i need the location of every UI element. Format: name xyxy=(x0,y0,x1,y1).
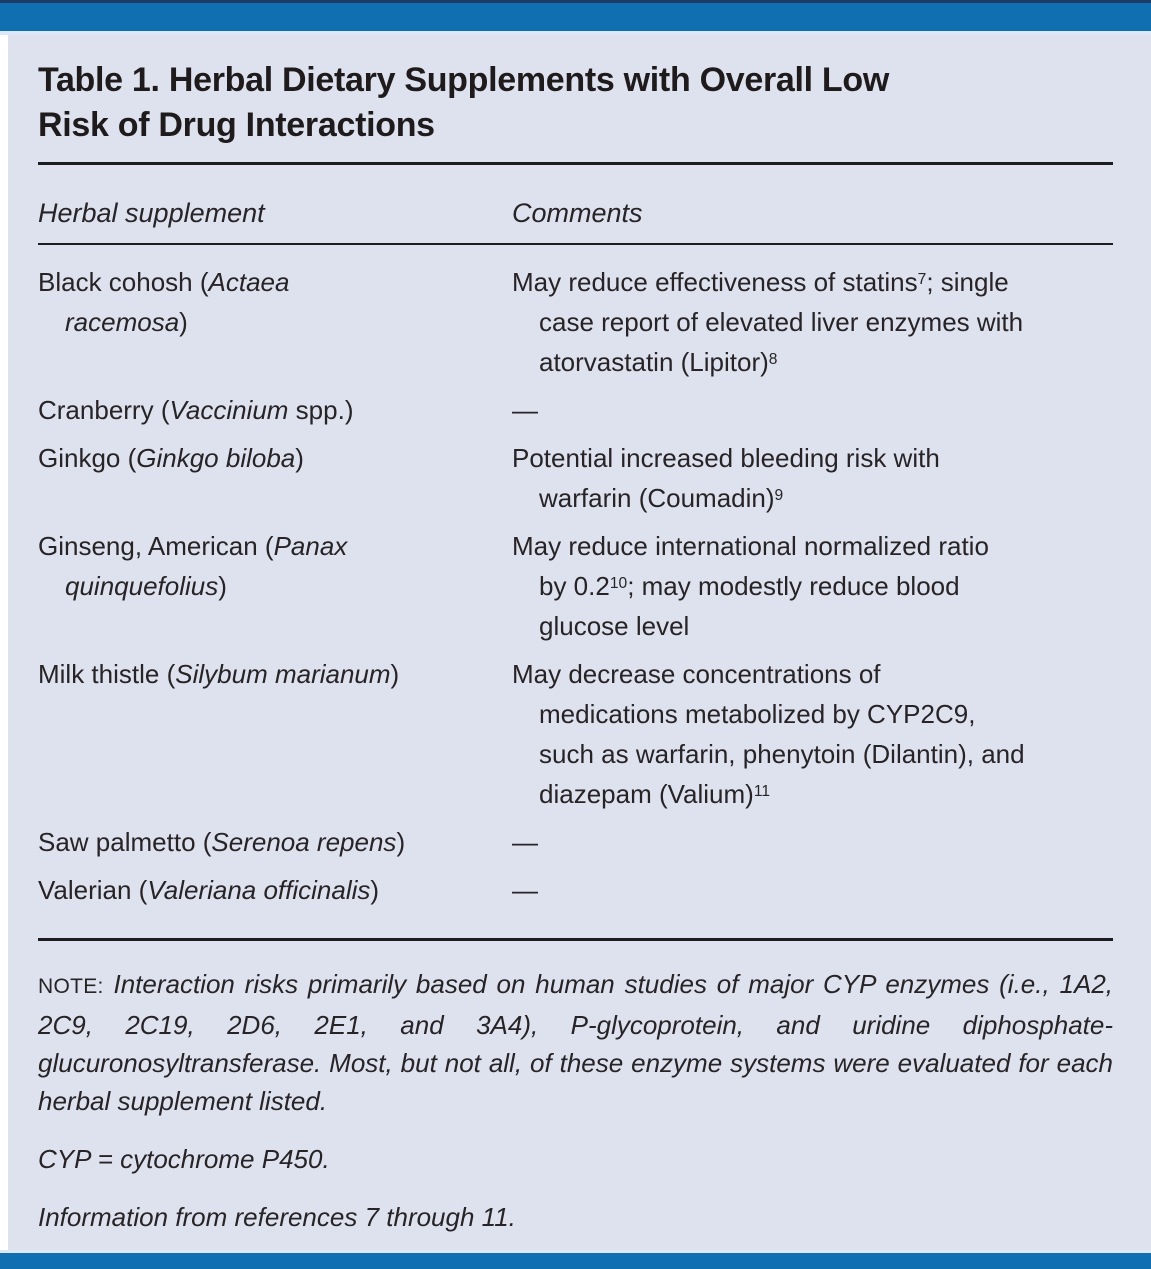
table-row: Black cohosh (Actaea racemosa) May reduce… xyxy=(38,262,1113,382)
table-note: NOTE: Interaction risks primarily based … xyxy=(38,969,1113,1116)
comment-cell: — xyxy=(512,827,538,857)
rule-above-header xyxy=(38,162,1113,165)
comment-cell: — xyxy=(512,875,538,905)
table-row: Valerian (Valeriana officinalis) — xyxy=(38,870,1113,910)
comment-cell: May decrease concentrations of medication… xyxy=(512,659,1025,809)
comment-cell: May reduce international normalized rati… xyxy=(512,531,989,641)
table-panel: Table 1. Herbal Dietary Supplements with… xyxy=(8,35,1151,1250)
comment-cell: Potential increased bleeding risk with wa… xyxy=(512,443,940,513)
column-header-herbal-supplement: Herbal supplement xyxy=(38,198,265,228)
table-title: Table 1. Herbal Dietary Supplements with… xyxy=(38,58,1113,148)
top-edge-line xyxy=(0,0,1151,3)
supplement-cell: Black cohosh (Actaea racemosa) xyxy=(38,267,290,337)
rule-below-table xyxy=(38,938,1113,941)
table-row: Milk thistle (Silybum marianum) May decr… xyxy=(38,654,1113,814)
comment-cell: — xyxy=(512,395,538,425)
table-row: Cranberry (Vaccinium spp.) — xyxy=(38,390,1113,430)
comment-cell: May reduce effectiveness of statins7; si… xyxy=(512,267,1024,377)
table-title-line-2: Risk of Drug Interactions xyxy=(38,106,435,144)
supplement-cell: Ginseng, American (Panax quinquefolius) xyxy=(38,531,348,601)
supplement-cell: Cranberry (Vaccinium spp.) xyxy=(38,395,354,425)
supplement-cell: Saw palmetto (Serenoa repens) xyxy=(38,827,406,857)
rule-below-header xyxy=(38,243,1113,245)
table-title-line-1: Table 1. Herbal Dietary Supplements with… xyxy=(38,61,890,99)
table-header-row: Herbal supplement Comments xyxy=(38,198,1113,229)
bottom-light-separator xyxy=(0,1250,1151,1253)
table-body: Black cohosh (Actaea racemosa) May reduce… xyxy=(38,262,1113,910)
footnote: CYP = cytochrome P450. xyxy=(38,1144,330,1174)
table-row: Ginseng, American (Panax quinquefolius) M… xyxy=(38,526,1113,646)
table-row: Ginkgo (Ginkgo biloba) Potential increas… xyxy=(38,438,1113,518)
table-row: Saw palmetto (Serenoa repens) — xyxy=(38,822,1113,862)
footnotes: CYP = cytochrome P450. Information from … xyxy=(38,1140,1113,1236)
column-header-comments: Comments xyxy=(512,198,643,228)
supplement-cell: Milk thistle (Silybum marianum) xyxy=(38,659,400,689)
top-light-separator xyxy=(0,31,1151,35)
supplement-cell: Ginkgo (Ginkgo biloba) xyxy=(38,443,304,473)
bottom-blue-bar xyxy=(0,1253,1151,1269)
footnote: Information from references 7 through 11… xyxy=(38,1202,516,1232)
supplement-cell: Valerian (Valeriana officinalis) xyxy=(38,875,380,905)
top-blue-bar xyxy=(0,3,1151,31)
